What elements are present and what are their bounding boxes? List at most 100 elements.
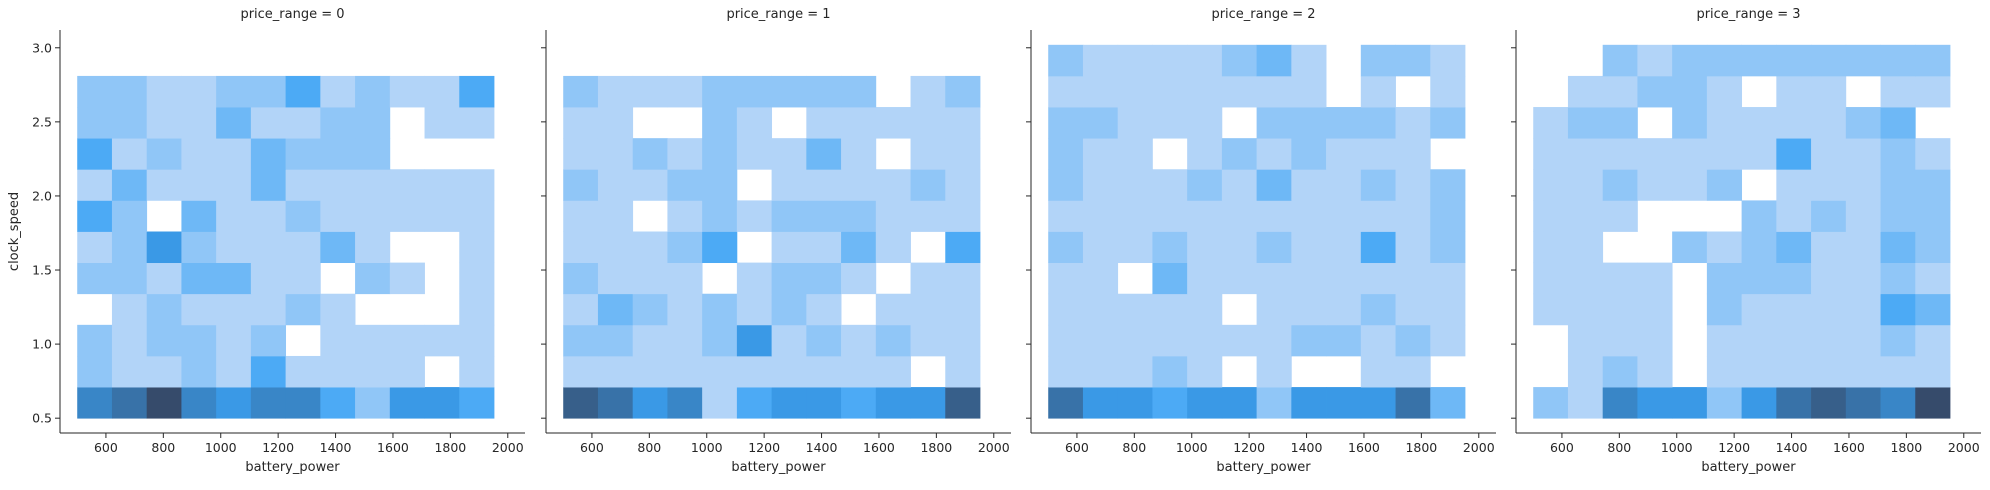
heatmap-cell — [1915, 293, 1951, 326]
heatmap-cell — [1915, 200, 1951, 232]
heatmap-cell — [424, 169, 460, 201]
heatmap-cell — [875, 107, 911, 139]
heatmap-cell — [667, 200, 703, 232]
heatmap-cell — [1776, 44, 1812, 77]
heatmap-cell — [945, 387, 981, 419]
heatmap-cell — [389, 262, 425, 295]
heatmap-cell — [1291, 44, 1327, 77]
heatmap-cell — [1672, 138, 1708, 170]
heatmap-cell — [1256, 75, 1292, 108]
heatmap-cell — [250, 169, 287, 201]
heatmap-cell — [1082, 200, 1119, 232]
heatmap-cell — [1602, 107, 1638, 139]
heatmap-cell — [1602, 138, 1638, 170]
heatmap-cell — [1567, 169, 1604, 201]
heatmap-cell — [216, 231, 252, 264]
heatmap-cell — [563, 200, 599, 232]
heatmap-cell — [1360, 200, 1396, 232]
heatmap-cell — [1117, 293, 1153, 326]
heatmap-cell — [1706, 231, 1743, 264]
heatmap-cell — [1637, 324, 1673, 357]
heatmap-cell — [563, 231, 599, 264]
heatmap-cell — [1360, 262, 1396, 295]
heatmap-cell — [1221, 387, 1258, 419]
heatmap-cell — [1082, 75, 1119, 108]
heatmap-cell — [1360, 107, 1396, 139]
heatmap-cell — [1533, 169, 1569, 201]
heatmap-cell — [1082, 324, 1119, 357]
heatmap-cell — [1395, 138, 1431, 170]
heatmap-cell — [945, 75, 981, 108]
heatmap-cell — [806, 355, 842, 388]
heatmap-cell — [181, 169, 217, 201]
heatmap-cell — [1706, 262, 1743, 295]
heatmap-cell — [181, 355, 217, 388]
heatmap-cell — [1741, 293, 1777, 326]
heatmap-cell — [1395, 44, 1431, 77]
heatmap-cell — [1152, 355, 1188, 388]
x-tick-label: 1800 — [434, 440, 466, 455]
heatmap-cell — [285, 293, 321, 326]
heatmap-cell — [216, 138, 252, 170]
heatmap-cell — [285, 231, 321, 264]
heatmap-cell — [841, 200, 877, 232]
heatmap-cell — [1637, 169, 1673, 201]
heatmap-cell — [806, 324, 842, 357]
heatmap-cell — [1048, 75, 1084, 108]
heatmap-cell — [216, 387, 252, 419]
x-tick-label: 1000 — [205, 440, 237, 455]
heatmap-cell — [736, 262, 773, 295]
heatmap-cell — [1533, 138, 1569, 170]
heatmap-cell — [563, 355, 599, 388]
heatmap-cell — [1741, 387, 1777, 419]
heatmap-cell — [181, 75, 217, 108]
heatmap-cell — [1776, 293, 1812, 326]
heatmap-cell — [1395, 169, 1431, 201]
heatmap-cell — [1811, 355, 1847, 388]
heatmap-cell — [1845, 169, 1881, 201]
heatmap-cell — [1706, 293, 1743, 326]
heatmap-cell — [1811, 44, 1847, 77]
heatmap-cell — [702, 75, 738, 108]
x-tick-label: 800 — [637, 440, 661, 455]
heatmap-cell — [1187, 324, 1223, 357]
heatmap-cell — [597, 169, 634, 201]
heatmap-cell — [146, 107, 182, 139]
heatmap-cell — [1291, 107, 1327, 139]
heatmap-cell — [910, 138, 946, 170]
heatmap-cell — [1915, 44, 1951, 77]
heatmap-cell — [181, 324, 217, 357]
heatmap-cell — [1048, 169, 1084, 201]
heatmap-cell — [146, 231, 182, 264]
heatmap-cell — [146, 293, 182, 326]
heatmap-cell — [1395, 355, 1431, 388]
heatmap-cell — [597, 262, 634, 295]
heatmap-cell — [146, 324, 182, 357]
heatmap-cell — [597, 107, 634, 139]
heatmap-cell — [111, 200, 148, 232]
heatmap-cell — [1048, 231, 1084, 264]
x-axis-label: battery_power — [245, 460, 340, 475]
heatmap-cell — [771, 75, 807, 108]
heatmap-cell — [1326, 293, 1362, 326]
heatmap-cell — [285, 200, 321, 232]
heatmap-cell — [1845, 355, 1881, 388]
heatmap-cell — [910, 262, 946, 295]
heatmap-cell — [181, 293, 217, 326]
heatmap-cell — [1741, 138, 1777, 170]
heatmap-cell — [667, 387, 703, 419]
heatmap-cell — [1187, 262, 1223, 295]
x-axis-label: battery_power — [731, 460, 826, 475]
x-tick-label: 600 — [1550, 440, 1574, 455]
heatmap-cell — [1880, 262, 1916, 295]
heatmap-cell — [1117, 107, 1153, 139]
heatmap-cell — [1430, 231, 1466, 264]
heatmap-cell — [910, 324, 946, 357]
heatmap-cell — [111, 169, 148, 201]
heatmap-cell — [250, 324, 287, 357]
heatmap-cell — [1256, 231, 1292, 264]
heatmap-cell — [945, 200, 981, 232]
heatmap-cell — [1741, 324, 1777, 357]
heatmap-cell — [702, 355, 738, 388]
heatmap-cell — [1430, 44, 1466, 77]
